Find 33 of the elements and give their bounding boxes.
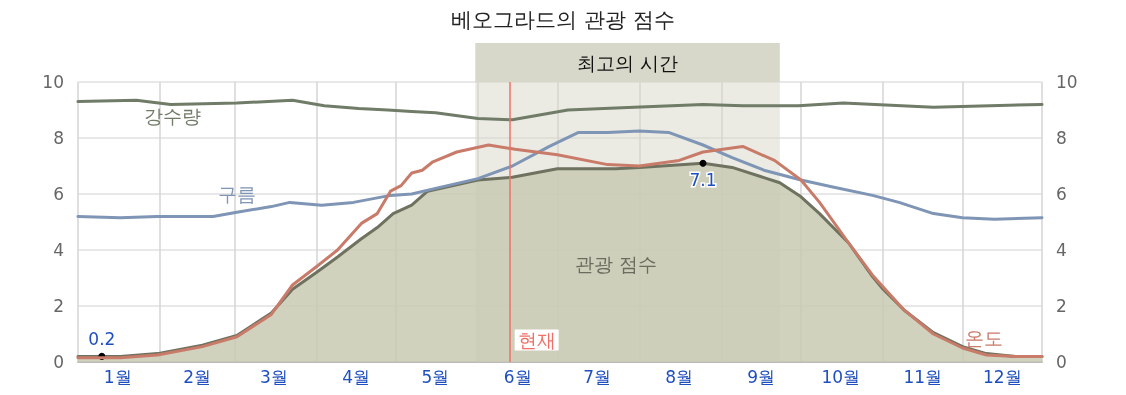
x-tick-label: 9월 — [747, 366, 776, 387]
ref-line-label: 현재 — [517, 329, 556, 351]
y-tick-label: 0 — [53, 352, 64, 372]
y2-tick-label: 6 — [1056, 184, 1067, 204]
x-tick-label: 6월 — [503, 366, 532, 387]
x-tick-label: 3월 — [260, 366, 288, 387]
y-tick-label: 8 — [53, 128, 64, 148]
x-tick-label: 5월 — [421, 366, 450, 387]
y2-tick-label: 10 — [1056, 72, 1078, 92]
data-label: 0.2 — [88, 329, 116, 350]
x-tick-label: 10월 — [821, 366, 861, 387]
data-label: 7.1 — [689, 170, 717, 191]
y-tick-label: 4 — [53, 240, 64, 260]
series-label: 구름 — [217, 183, 256, 206]
chart-title: 베오그라드의 관광 점수 — [451, 7, 675, 32]
y2-tick-label: 0 — [1056, 352, 1067, 372]
x-tick-label: 7월 — [583, 366, 611, 387]
y-tick-label: 6 — [53, 184, 64, 204]
series-label: 관광 점수 — [574, 253, 657, 276]
x-tick-label: 12월 — [982, 366, 1022, 387]
x-tick-label: 11월 — [903, 366, 943, 387]
series-label: 온도 — [965, 327, 1004, 349]
y2-tick-label: 4 — [1056, 240, 1067, 260]
band-label: 최고의 시간 — [577, 52, 679, 74]
x-tick-label: 8월 — [665, 366, 694, 387]
x-tick-label: 1월 — [103, 366, 132, 387]
y2-tick-label: 2 — [1056, 296, 1067, 316]
y-tick-label: 2 — [53, 296, 64, 316]
series-label: 강수량 — [144, 105, 202, 128]
y2-tick-label: 8 — [1056, 128, 1067, 148]
x-tick-label: 4월 — [342, 366, 370, 387]
x-tick-label: 2월 — [183, 366, 212, 387]
y-tick-label: 10 — [42, 72, 64, 92]
